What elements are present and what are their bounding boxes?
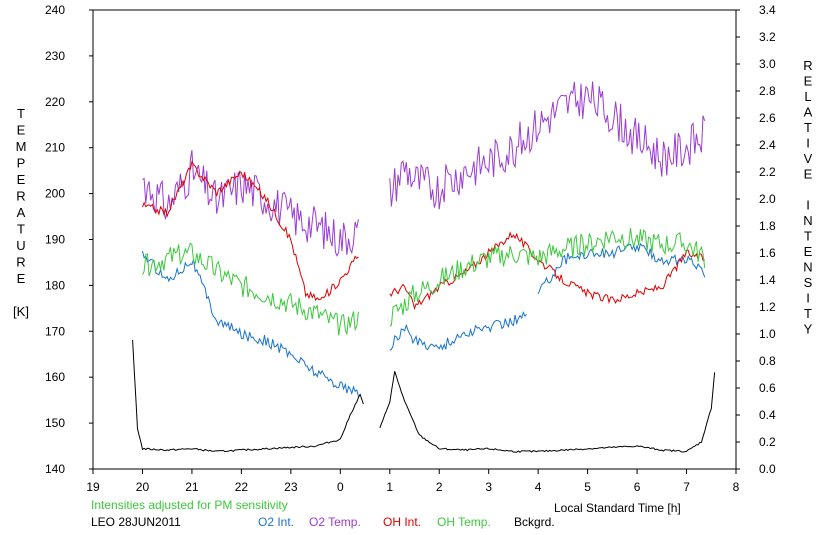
left-tick-label: 160 [45, 370, 65, 384]
x-tick-label: 3 [485, 480, 492, 494]
right-axis-label-char: E [804, 74, 813, 89]
right-tick-label: 3.2 [759, 30, 776, 44]
left-axis-label-char: P [17, 156, 26, 171]
right-tick-label: 1.8 [759, 219, 776, 233]
x-tick-label: 7 [683, 480, 690, 494]
right-axis-label-char: S [804, 275, 813, 290]
right-tick-label: 2.4 [759, 138, 776, 152]
right-axis-label-char: I [806, 291, 810, 306]
right-axis-label-char: Y [804, 322, 813, 337]
series-line-o2-int [142, 242, 706, 397]
right-axis-label-char: V [804, 151, 813, 166]
right-axis-label-char: R [803, 58, 812, 73]
right-tick-label: 0.8 [759, 354, 776, 368]
x-tick-label: 1 [386, 480, 393, 494]
right-axis: 0.0 0.2 0.4 0.6 0.8 1.0 1.2 1.4 1.6 1.8 2.0 2.2 2.4 2… [736, 3, 776, 476]
legend-entry: OH Temp. [437, 515, 491, 529]
left-tick-label: 150 [45, 416, 65, 430]
right-tick-label: 1.6 [759, 246, 776, 260]
left-axis-label-char: E [17, 123, 26, 138]
legend-entry: OH Int. [383, 515, 421, 529]
left-tick-label: 140 [45, 462, 65, 476]
series-line-o2-temp [142, 81, 706, 257]
x-tick-label: 8 [733, 480, 740, 494]
right-axis-label-char: I [806, 136, 810, 151]
x-tick-label: 22 [235, 480, 249, 494]
left-axis-label-char: A [17, 205, 26, 220]
left-tick-label: 240 [45, 3, 65, 17]
right-tick-label: 2.0 [759, 192, 776, 206]
right-tick-label: 0.2 [759, 435, 776, 449]
left-axis-label-char: R [16, 255, 25, 270]
left-tick-label: 210 [45, 141, 65, 155]
right-axis-label-char: T [804, 306, 812, 321]
right-tick-label: 1.4 [759, 273, 776, 287]
left-axis-label-char: E [17, 271, 26, 286]
right-axis-label-char: A [804, 105, 813, 120]
series-line-oh-int [142, 160, 705, 311]
x-tick-label: 20 [136, 480, 150, 494]
x-tick-label: 21 [185, 480, 199, 494]
right-axis-label-char: I [806, 198, 810, 213]
x-tick-label: 6 [634, 480, 641, 494]
right-axis-label-char: E [804, 167, 813, 182]
legend: O2 Int. O2 Temp. OH Int. OH Temp. Bckgrd. [258, 515, 555, 529]
legend-entry: Bckgrd. [514, 515, 555, 529]
right-tick-label: 0.0 [759, 462, 776, 476]
x-axis: 19 20 21 22 23 0 1 2 3 4 5 6 7 8 [86, 469, 740, 494]
adjustment-note: Intensities adjusted for PM sensitivity [91, 498, 288, 512]
right-tick-label: 1.0 [759, 327, 776, 341]
right-tick-label: 3.0 [759, 57, 776, 71]
left-axis-label-char: R [16, 189, 25, 204]
left-axis-label-char: M [16, 139, 27, 154]
x-tick-label: 5 [584, 480, 591, 494]
x-tick-label: 4 [535, 480, 542, 494]
right-axis-label-char: T [804, 229, 812, 244]
left-axis-label-char: [K] [13, 304, 29, 319]
x-tick-label: 2 [436, 480, 443, 494]
left-tick-label: 170 [45, 324, 65, 338]
series-layer [132, 81, 716, 453]
left-axis-label-char: U [16, 238, 25, 253]
legend-entry: O2 Temp. [309, 515, 361, 529]
right-tick-label: 0.6 [759, 381, 776, 395]
x-tick-label: 23 [284, 480, 298, 494]
left-axis: 140 150 160 170 180 190 200 210 220 230 240 [45, 3, 93, 476]
series-line-bckgrd [132, 339, 716, 453]
x-tick-label: 19 [86, 480, 100, 494]
x-axis-title: Local Standard Time [h] [554, 501, 681, 515]
series-line-oh-temp [142, 228, 706, 336]
right-tick-label: 2.6 [759, 111, 776, 125]
x-tick-label: 0 [337, 480, 344, 494]
station-date: LEO 28JUN2011 [91, 515, 181, 529]
right-tick-label: 2.8 [759, 84, 776, 98]
right-tick-label: 0.4 [759, 408, 776, 422]
left-tick-label: 190 [45, 233, 65, 247]
right-tick-label: 2.2 [759, 165, 776, 179]
left-axis-label-char: T [17, 106, 25, 121]
left-tick-label: 180 [45, 278, 65, 292]
left-axis-label-char: T [17, 222, 25, 237]
right-axis-label-char: E [804, 244, 813, 259]
left-tick-label: 200 [45, 187, 65, 201]
right-axis-label-char: N [803, 260, 812, 275]
right-axis-label-char: L [804, 89, 811, 104]
legend-entry: O2 Int. [258, 515, 294, 529]
right-axis-label-char: N [803, 213, 812, 228]
right-axis-label-char: T [804, 120, 812, 135]
left-tick-label: 230 [45, 49, 65, 63]
right-tick-label: 1.2 [759, 300, 776, 314]
left-axis-label-char: E [17, 172, 26, 187]
left-tick-label: 220 [45, 95, 65, 109]
right-tick-label: 3.4 [759, 3, 776, 17]
